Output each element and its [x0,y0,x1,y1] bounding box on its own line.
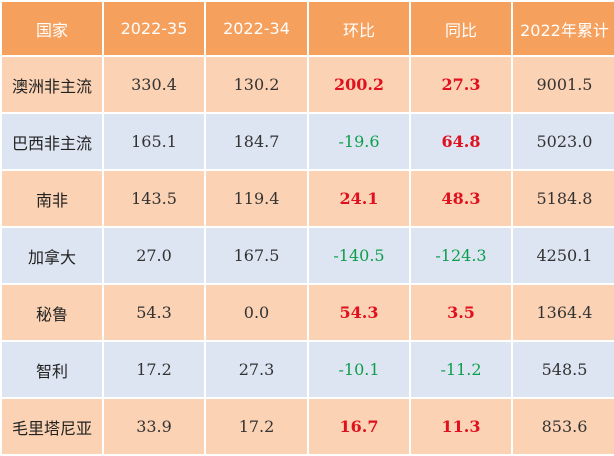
header-year-over-year: 同比 [411,2,511,55]
cell-week-over-week: 16.7 [309,399,409,454]
cell-country: 南非 [2,171,102,226]
header-week-34: 2022-34 [206,2,307,55]
cell-week-34: 0.0 [206,285,307,340]
cell-country: 巴西非主流 [2,114,102,169]
cell-year-to-date: 5023.0 [513,114,614,169]
cell-week-35: 143.5 [104,171,204,226]
cell-week-34: 130.2 [206,57,307,112]
cell-year-to-date: 9001.5 [513,57,614,112]
cell-week-34: 119.4 [206,171,307,226]
header-week-35: 2022-35 [104,2,204,55]
cell-year-to-date: 853.6 [513,399,614,454]
table-row: 巴西非主流 165.1 184.7 -19.6 64.8 5023.0 [2,114,614,169]
cell-year-over-year: 64.8 [411,114,511,169]
table-row: 秘鲁 54.3 0.0 54.3 3.5 1364.4 [2,285,614,340]
cell-week-over-week: -19.6 [309,114,409,169]
cell-year-to-date: 1364.4 [513,285,614,340]
cell-week-over-week: -10.1 [309,342,409,397]
table-row: 智利 17.2 27.3 -10.1 -11.2 548.5 [2,342,614,397]
cell-week-34: 27.3 [206,342,307,397]
cell-country: 智利 [2,342,102,397]
cell-week-34: 167.5 [206,228,307,283]
cell-country: 加拿大 [2,228,102,283]
cell-year-to-date: 4250.1 [513,228,614,283]
header-week-over-week: 环比 [309,2,409,55]
cell-year-to-date: 548.5 [513,342,614,397]
cell-year-over-year: 27.3 [411,57,511,112]
header-row: 国家 2022-35 2022-34 环比 同比 2022年累计 [2,2,614,55]
table-row: 澳洲非主流 330.4 130.2 200.2 27.3 9001.5 [2,57,614,112]
cell-country: 毛里塔尼亚 [2,399,102,454]
cell-week-over-week: 200.2 [309,57,409,112]
cell-week-34: 184.7 [206,114,307,169]
cell-country: 澳洲非主流 [2,57,102,112]
cell-week-over-week: -140.5 [309,228,409,283]
cell-year-over-year: -124.3 [411,228,511,283]
cell-week-35: 33.9 [104,399,204,454]
cell-week-34: 17.2 [206,399,307,454]
cell-year-to-date: 5184.8 [513,171,614,226]
cell-week-35: 330.4 [104,57,204,112]
table-row: 南非 143.5 119.4 24.1 48.3 5184.8 [2,171,614,226]
header-year-to-date: 2022年累计 [513,2,614,55]
cell-year-over-year: 11.3 [411,399,511,454]
cell-week-over-week: 54.3 [309,285,409,340]
table-row: 毛里塔尼亚 33.9 17.2 16.7 11.3 853.6 [2,399,614,454]
cell-week-35: 54.3 [104,285,204,340]
cell-week-35: 165.1 [104,114,204,169]
cell-week-35: 27.0 [104,228,204,283]
header-country: 国家 [2,2,102,55]
cell-year-over-year: 48.3 [411,171,511,226]
cell-country: 秘鲁 [2,285,102,340]
cell-year-over-year: -11.2 [411,342,511,397]
cell-week-over-week: 24.1 [309,171,409,226]
cell-year-over-year: 3.5 [411,285,511,340]
table-row: 加拿大 27.0 167.5 -140.5 -124.3 4250.1 [2,228,614,283]
cell-week-35: 17.2 [104,342,204,397]
